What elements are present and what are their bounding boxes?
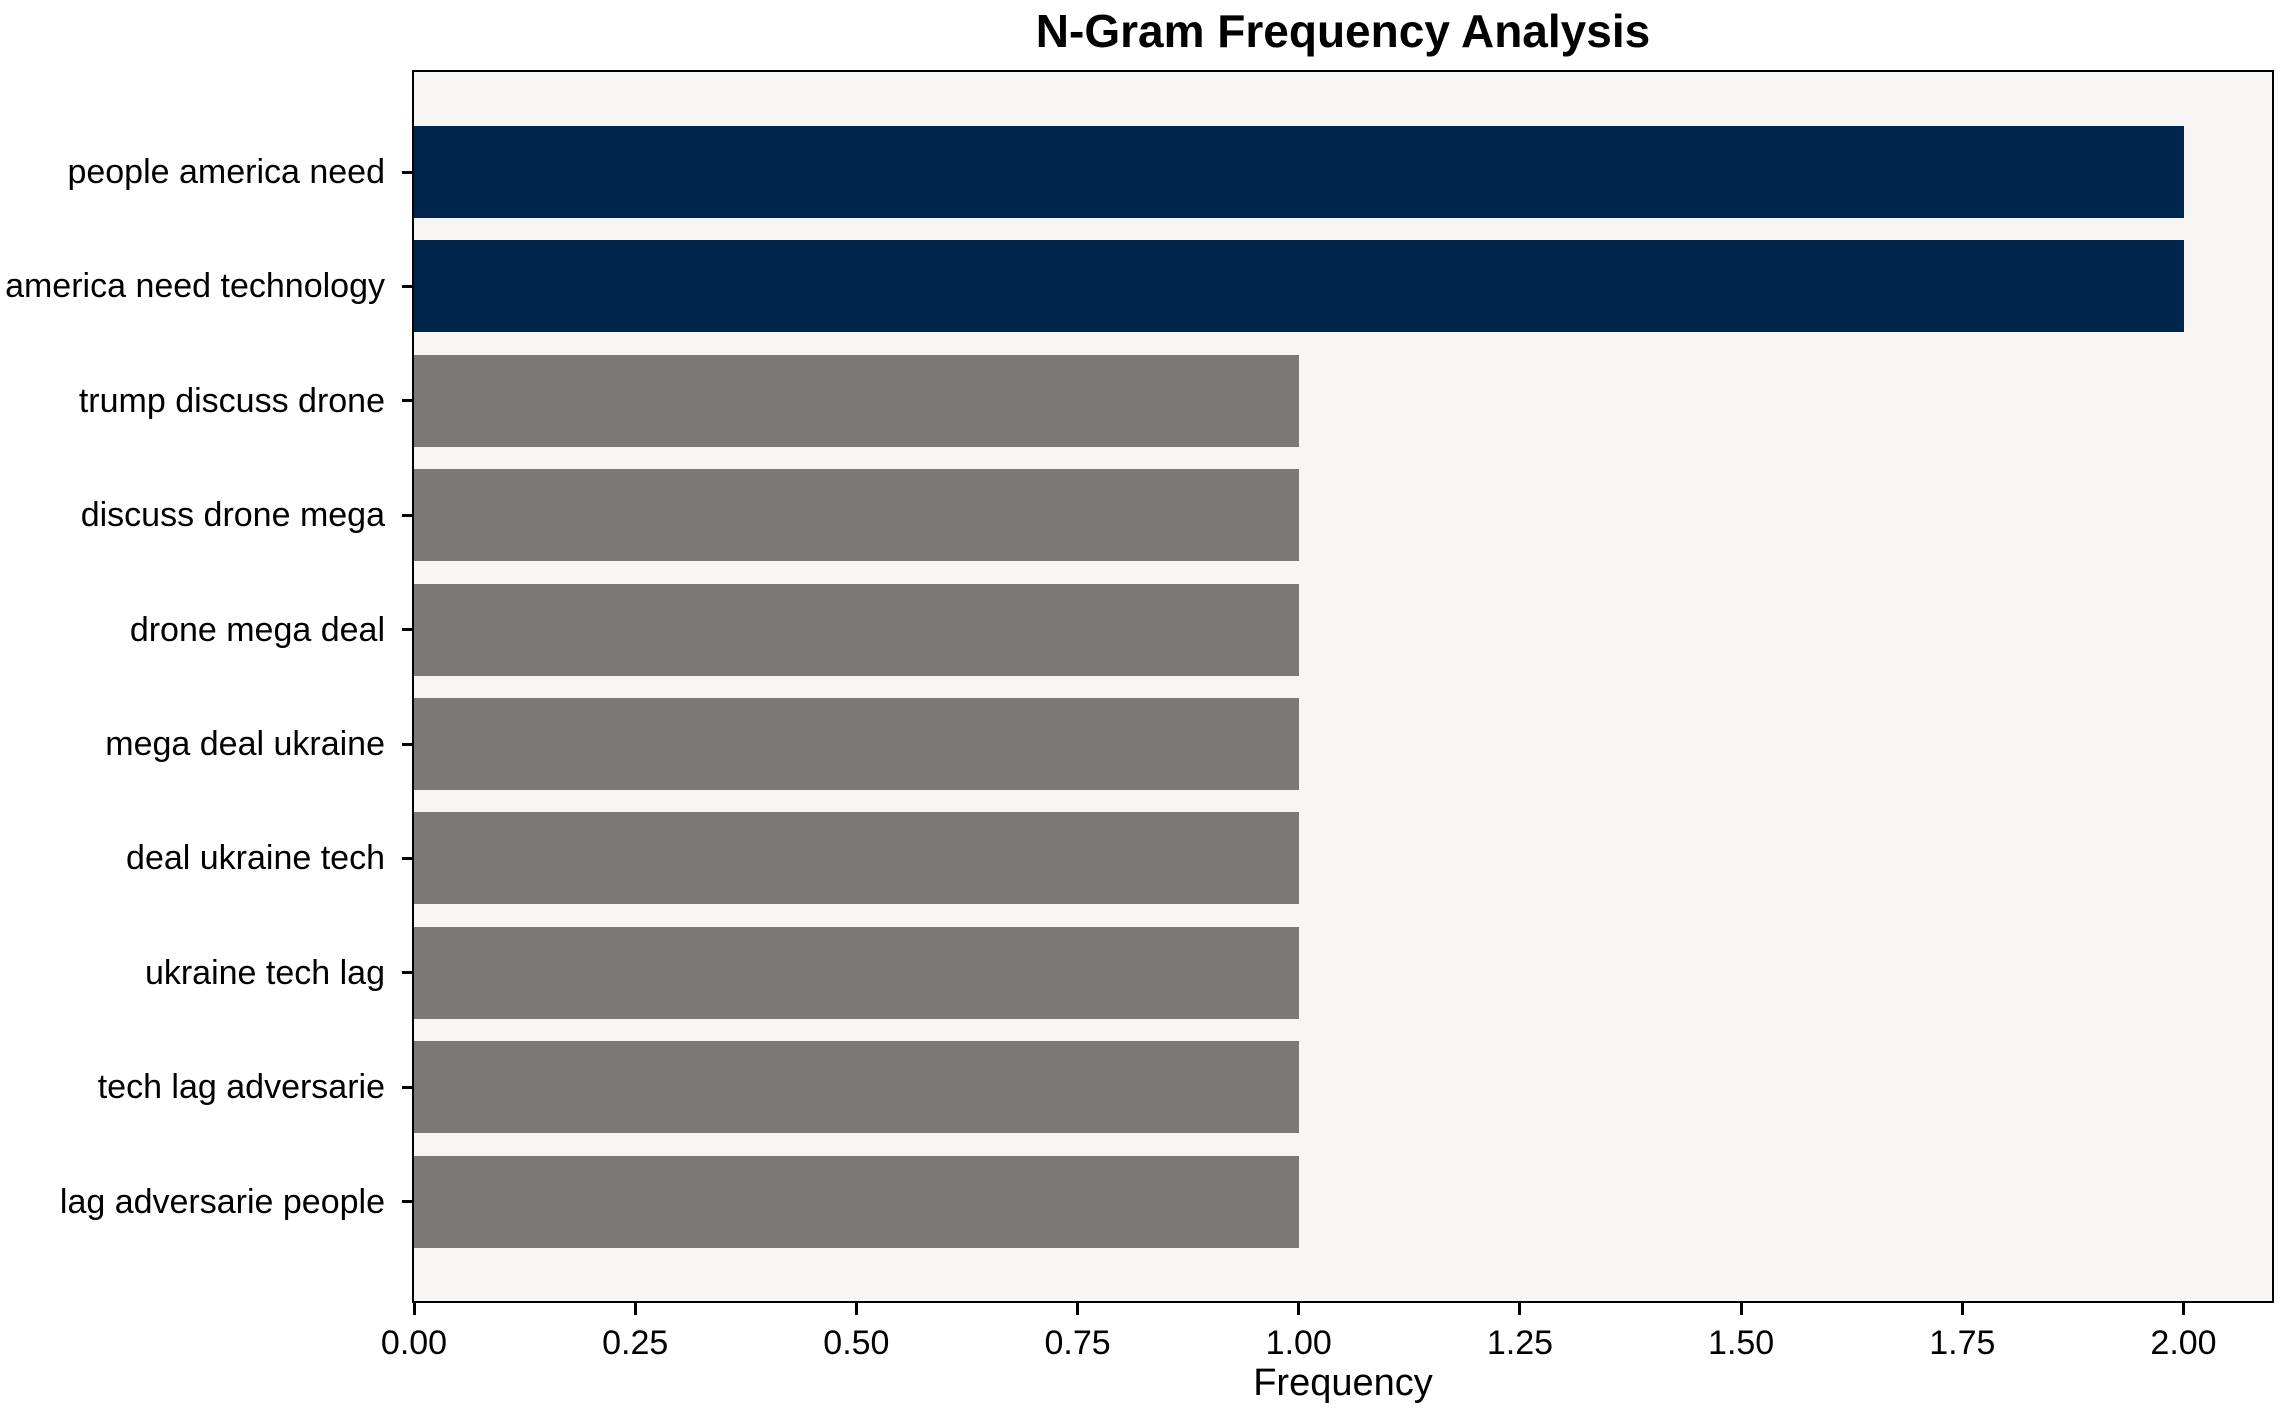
y-tick-mark: [402, 971, 412, 975]
plot-area: [412, 70, 2274, 1303]
y-tick-mark: [402, 742, 412, 746]
y-tick-label: trump discuss drone: [78, 381, 385, 420]
x-tick-label: 1.25: [1486, 1324, 1554, 1362]
x-tick-mark: [1739, 1303, 1743, 1315]
x-tick-label: 0.25: [602, 1324, 669, 1362]
y-tick-mark: [402, 170, 412, 174]
y-tick-mark: [402, 628, 412, 632]
bar: [414, 698, 1299, 790]
x-tick-label: 0.75: [1044, 1324, 1111, 1362]
y-tick-label: america need technology: [5, 267, 385, 306]
chart-title: N-Gram Frequency Analysis: [1035, 5, 1651, 57]
y-tick-label: deal ukraine tech: [126, 839, 385, 878]
x-tick-mark: [412, 1303, 416, 1315]
x-tick-mark: [854, 1303, 858, 1315]
y-tick-label: ukraine tech lag: [144, 953, 385, 992]
y-tick-mark: [402, 399, 412, 403]
y-tick-label: tech lag adversarie: [97, 1068, 385, 1107]
x-axis-label: Frequency: [1253, 1362, 1433, 1404]
y-tick-label: drone mega deal: [129, 610, 385, 649]
x-tick-label: 0.00: [380, 1324, 448, 1362]
y-tick-label: discuss drone mega: [80, 496, 385, 535]
bar: [414, 926, 1299, 1019]
bar: [414, 1155, 1299, 1248]
bar: [414, 583, 1299, 676]
bar: [414, 240, 2184, 333]
x-tick-mark: [1960, 1303, 1964, 1315]
y-tick-mark: [402, 284, 412, 288]
y-tick-mark: [402, 1200, 412, 1204]
y-tick-mark: [402, 513, 412, 517]
bar: [414, 812, 1299, 905]
bar: [414, 354, 1299, 447]
x-tick-label: 2.00: [2150, 1324, 2217, 1362]
y-tick-label: mega deal ukraine: [105, 725, 385, 763]
bar: [414, 469, 1299, 562]
x-tick-label: 1.00: [1265, 1324, 1332, 1362]
bar: [414, 1041, 1299, 1134]
y-tick-mark: [402, 856, 412, 860]
x-tick-label: 0.50: [823, 1324, 890, 1362]
x-tick-mark: [1518, 1303, 1522, 1315]
x-tick-mark: [1076, 1303, 1080, 1315]
x-tick-mark: [633, 1303, 637, 1315]
y-tick-label: lag adversarie people: [59, 1182, 385, 1221]
x-tick-label: 1.75: [1929, 1324, 1996, 1362]
x-tick-mark: [1297, 1303, 1301, 1315]
y-tick-label: people america need: [67, 153, 385, 191]
x-tick-label: 1.50: [1708, 1324, 1775, 1362]
y-tick-mark: [402, 1085, 412, 1089]
bar: [414, 126, 2184, 218]
x-tick-mark: [2182, 1303, 2186, 1315]
